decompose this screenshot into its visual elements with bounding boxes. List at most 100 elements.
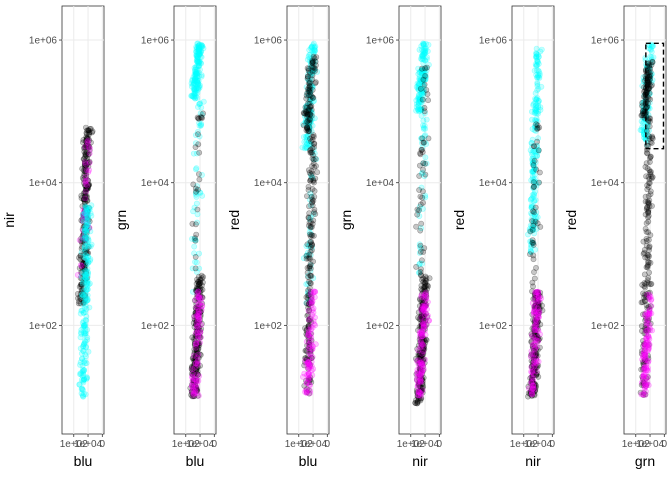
- data-point: [86, 204, 93, 211]
- data-point: [83, 239, 90, 246]
- data-point: [81, 145, 87, 152]
- data-point: [84, 277, 91, 284]
- data-point: [422, 356, 428, 363]
- data-point: [83, 167, 89, 174]
- data-point: [80, 167, 87, 174]
- data-point: [81, 272, 88, 279]
- data-point: [85, 182, 92, 188]
- data-point: [85, 127, 92, 134]
- data-point: [310, 232, 317, 239]
- data-point: [196, 101, 203, 107]
- data-point: [82, 296, 89, 303]
- data-point: [84, 219, 90, 225]
- data-point: [194, 58, 201, 65]
- data-point: [81, 170, 88, 177]
- data-point: [198, 44, 205, 50]
- data-point: [534, 334, 540, 341]
- data-point: [84, 250, 91, 256]
- data-point: [80, 278, 86, 285]
- data-point: [78, 329, 84, 336]
- data-point: [80, 300, 87, 306]
- data-point: [419, 361, 426, 368]
- data-point: [82, 309, 89, 315]
- data-point: [420, 42, 427, 49]
- data-point: [79, 165, 86, 172]
- data-point: [83, 217, 89, 224]
- data-point: [648, 303, 655, 309]
- data-point: [82, 298, 88, 305]
- data-point: [85, 206, 92, 213]
- data-point: [83, 360, 90, 367]
- data-point: [418, 266, 424, 272]
- data-point: [83, 208, 90, 215]
- data-point: [84, 208, 91, 215]
- data-point: [85, 221, 91, 228]
- data-point: [81, 232, 88, 238]
- data-point: [80, 379, 87, 386]
- data-point: [529, 390, 536, 397]
- data-point: [191, 94, 198, 101]
- data-point: [308, 93, 315, 100]
- data-point: [76, 237, 83, 243]
- data-point: [190, 81, 197, 88]
- data-point: [646, 308, 653, 314]
- data-point: [198, 72, 205, 78]
- y-axis-label: grn: [113, 210, 129, 230]
- data-point: [79, 289, 85, 296]
- data-point: [83, 167, 90, 173]
- data-point: [419, 52, 426, 58]
- data-point: [645, 117, 652, 123]
- data-point: [193, 46, 200, 52]
- data-point: [83, 213, 90, 220]
- data-point: [193, 71, 200, 77]
- data-point: [77, 334, 84, 341]
- data-point: [82, 204, 89, 211]
- x-tick-label: 1e+04: [411, 439, 440, 450]
- data-point: [188, 80, 195, 87]
- data-point: [416, 357, 422, 363]
- data-point: [85, 208, 92, 214]
- data-point: [82, 159, 88, 166]
- data-point: [197, 45, 203, 51]
- data-point: [81, 376, 88, 383]
- data-point: [83, 211, 90, 218]
- data-point: [83, 250, 90, 256]
- data-point: [417, 193, 424, 200]
- x-tick-label: 1e+04: [299, 439, 328, 450]
- data-point: [86, 129, 93, 136]
- x-tick-label: 0: [325, 439, 331, 450]
- data-point: [75, 300, 82, 307]
- data-point: [82, 322, 88, 329]
- data-point: [417, 227, 424, 234]
- data-point: [86, 137, 93, 144]
- data-point: [419, 188, 426, 195]
- data-point: [194, 206, 201, 213]
- data-point: [83, 205, 90, 212]
- data-point: [189, 77, 196, 84]
- data-point: [84, 135, 90, 142]
- data-point: [311, 294, 318, 301]
- data-point: [84, 181, 91, 188]
- data-point: [80, 210, 87, 217]
- data-point: [77, 293, 84, 300]
- data-point: [533, 51, 540, 57]
- x-tick-label: 1e+04: [524, 439, 553, 450]
- data-point: [82, 233, 89, 240]
- data-point: [79, 291, 86, 298]
- data-point: [86, 224, 93, 231]
- data-point: [82, 293, 89, 300]
- data-point: [84, 273, 91, 280]
- data-point: [196, 41, 203, 48]
- data-point: [79, 287, 86, 293]
- data-point: [83, 142, 90, 149]
- data-point: [196, 176, 203, 183]
- data-point: [81, 180, 87, 186]
- data-point: [86, 159, 92, 166]
- data-point: [534, 79, 541, 86]
- data-point: [83, 188, 89, 195]
- data-point: [78, 281, 85, 288]
- data-point: [83, 276, 90, 282]
- data-point: [79, 355, 85, 362]
- data-point: [188, 93, 195, 99]
- data-point: [643, 220, 650, 227]
